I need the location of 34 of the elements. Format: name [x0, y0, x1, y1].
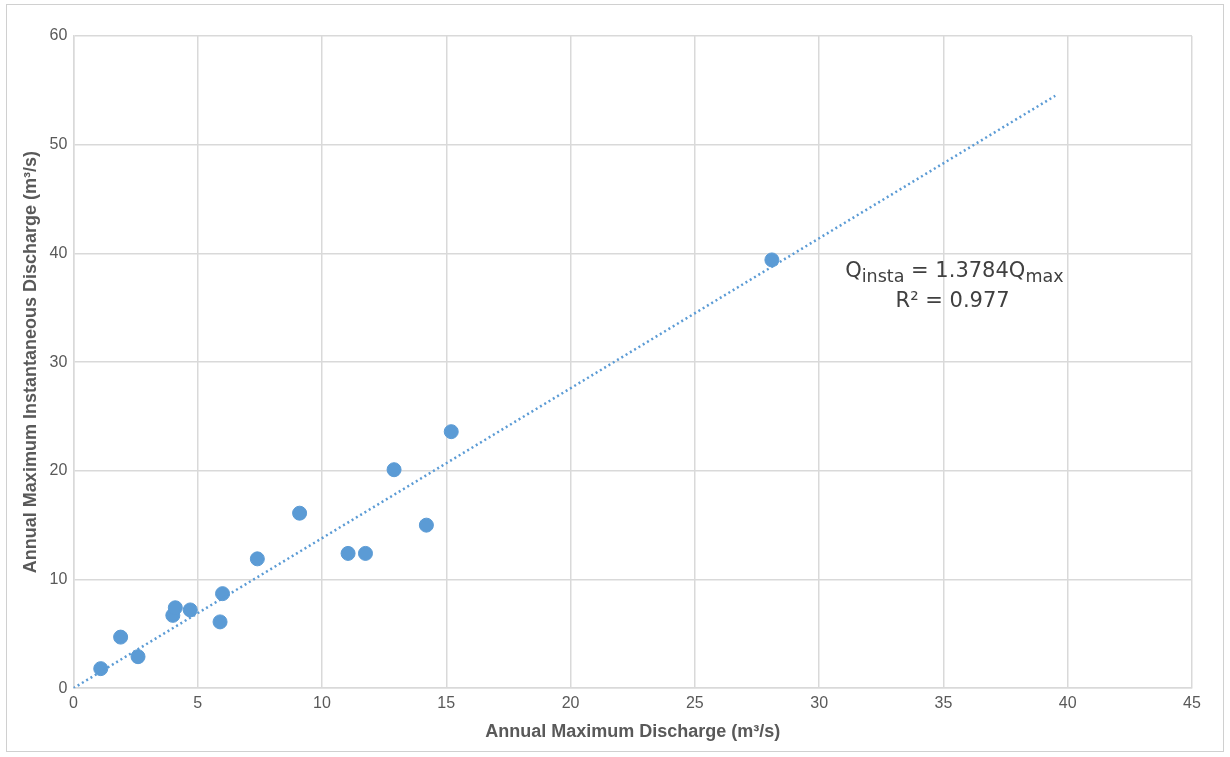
- x-tick-label: 5: [193, 694, 203, 712]
- y-tick-label: 10: [49, 569, 68, 587]
- point: [215, 586, 231, 602]
- point: [93, 661, 109, 677]
- y-tick-label: 30: [49, 352, 68, 370]
- point: [249, 551, 265, 567]
- x-tick-label: 20: [561, 694, 580, 712]
- x-tick-label: 45: [1183, 694, 1201, 712]
- x-tick-label: 40: [1058, 694, 1077, 712]
- point: [418, 517, 434, 533]
- point: [357, 545, 373, 561]
- x-tick-label: 25: [685, 694, 704, 712]
- point: [113, 629, 129, 645]
- y-tick-label: 50: [49, 135, 68, 153]
- y-axis-title: Annual Maximum Instantaneous Discharge (m³/s): [19, 151, 40, 574]
- point: [130, 649, 146, 665]
- x-axis-title: Annual Maximum Discharge (m³/s): [485, 721, 781, 742]
- point: [764, 252, 780, 268]
- x-tick-label: 10: [313, 694, 331, 712]
- x-tick-label: 35: [934, 694, 953, 712]
- point: [386, 462, 402, 478]
- annotation: Q$_{insta}$ = 1.3784Q$_{max}$: [845, 257, 1064, 286]
- y-tick-label: 60: [49, 26, 68, 44]
- point: [340, 545, 356, 561]
- point: [182, 602, 198, 618]
- point: [212, 614, 228, 630]
- y-tick-label: 0: [58, 678, 68, 696]
- y-tick-label: 20: [49, 461, 68, 479]
- x-tick-label: 30: [810, 694, 829, 712]
- y-tick-label: 40: [49, 243, 68, 261]
- annotation: R² = 0.977: [895, 287, 1010, 312]
- point: [443, 424, 459, 440]
- x-tick-label: 15: [437, 694, 456, 712]
- point: [292, 505, 308, 521]
